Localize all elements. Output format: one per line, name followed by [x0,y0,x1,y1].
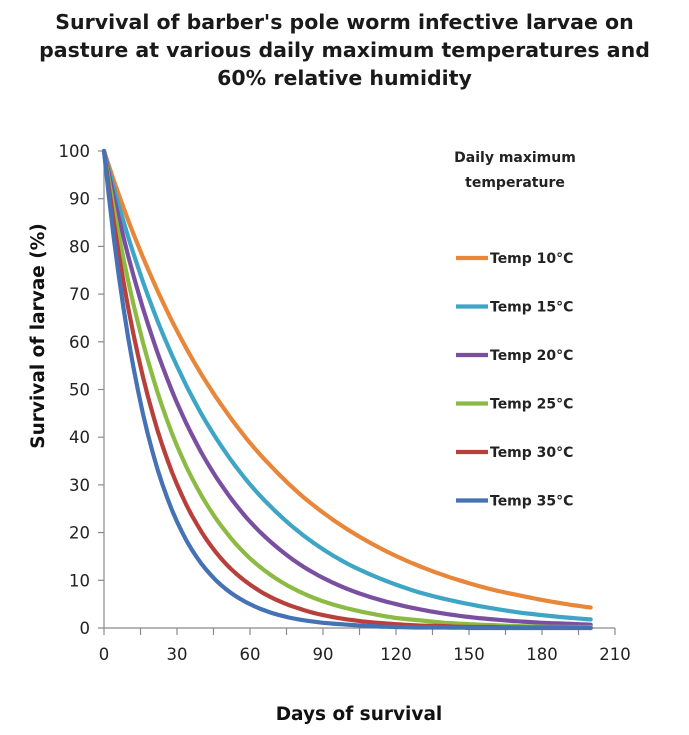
x-tick-label: 210 [599,645,631,664]
x-tick-label: 150 [453,645,485,664]
legend-title-line-1: Daily maximum [454,150,576,166]
y-tick-label: 80 [69,237,90,256]
axes: 0 10 20 30 40 50 60 70 80 90 100 0 30 60 90 120 150 180 21… [59,142,631,664]
series-line-5 [101,148,593,631]
y-tick-label: 100 [59,142,91,161]
legend-label-3: Temp 20°C [490,348,573,364]
y-axis-label: Survival of larvae (%) [28,223,49,448]
chart-title-line-2: pasture at various daily maximum tempera… [39,38,650,62]
legend-label-6: Temp 35°C [490,494,573,510]
y-tick-label: 90 [69,190,90,209]
series-line-1 [101,148,593,610]
series-line-6 [101,148,593,631]
chart-title: Survival of barber's pole worm infective… [0,8,689,92]
y-tick-label: 40 [69,428,90,447]
legend-label-2: Temp 15°C [490,300,573,316]
legend: Daily maximum temperature Temp 10°C Temp 15… [454,150,576,510]
x-tick-label: 90 [313,645,334,664]
x-tick-label: 0 [99,645,110,664]
y-tick-label: 30 [69,476,90,495]
series-line-3 [101,148,593,627]
legend-title-line-2: temperature [465,175,565,191]
series-line-4 [101,148,593,630]
y-tick-label: 10 [69,571,90,590]
y-tick-label: 50 [69,381,90,400]
y-tick-label: 70 [69,285,90,304]
legend-label-1: Temp 10°C [490,251,573,267]
x-tick-label: 120 [380,645,412,664]
chart-title-line-3: 60% relative humidity [217,66,472,90]
x-axis-label: Days of survival [276,704,443,725]
y-tick-label: 60 [69,333,90,352]
series-line-2 [101,148,593,622]
y-tick-label: 0 [80,619,91,638]
x-tick-label: 60 [240,645,261,664]
series-lines [101,148,593,631]
chart-title-line-1: Survival of barber's pole worm infective… [55,10,634,34]
x-tick-label: 30 [167,645,188,664]
legend-label-4: Temp 25°C [490,397,573,413]
x-tick-label: 180 [526,645,558,664]
legend-label-5: Temp 30°C [490,445,573,461]
y-tick-label: 20 [69,524,90,543]
